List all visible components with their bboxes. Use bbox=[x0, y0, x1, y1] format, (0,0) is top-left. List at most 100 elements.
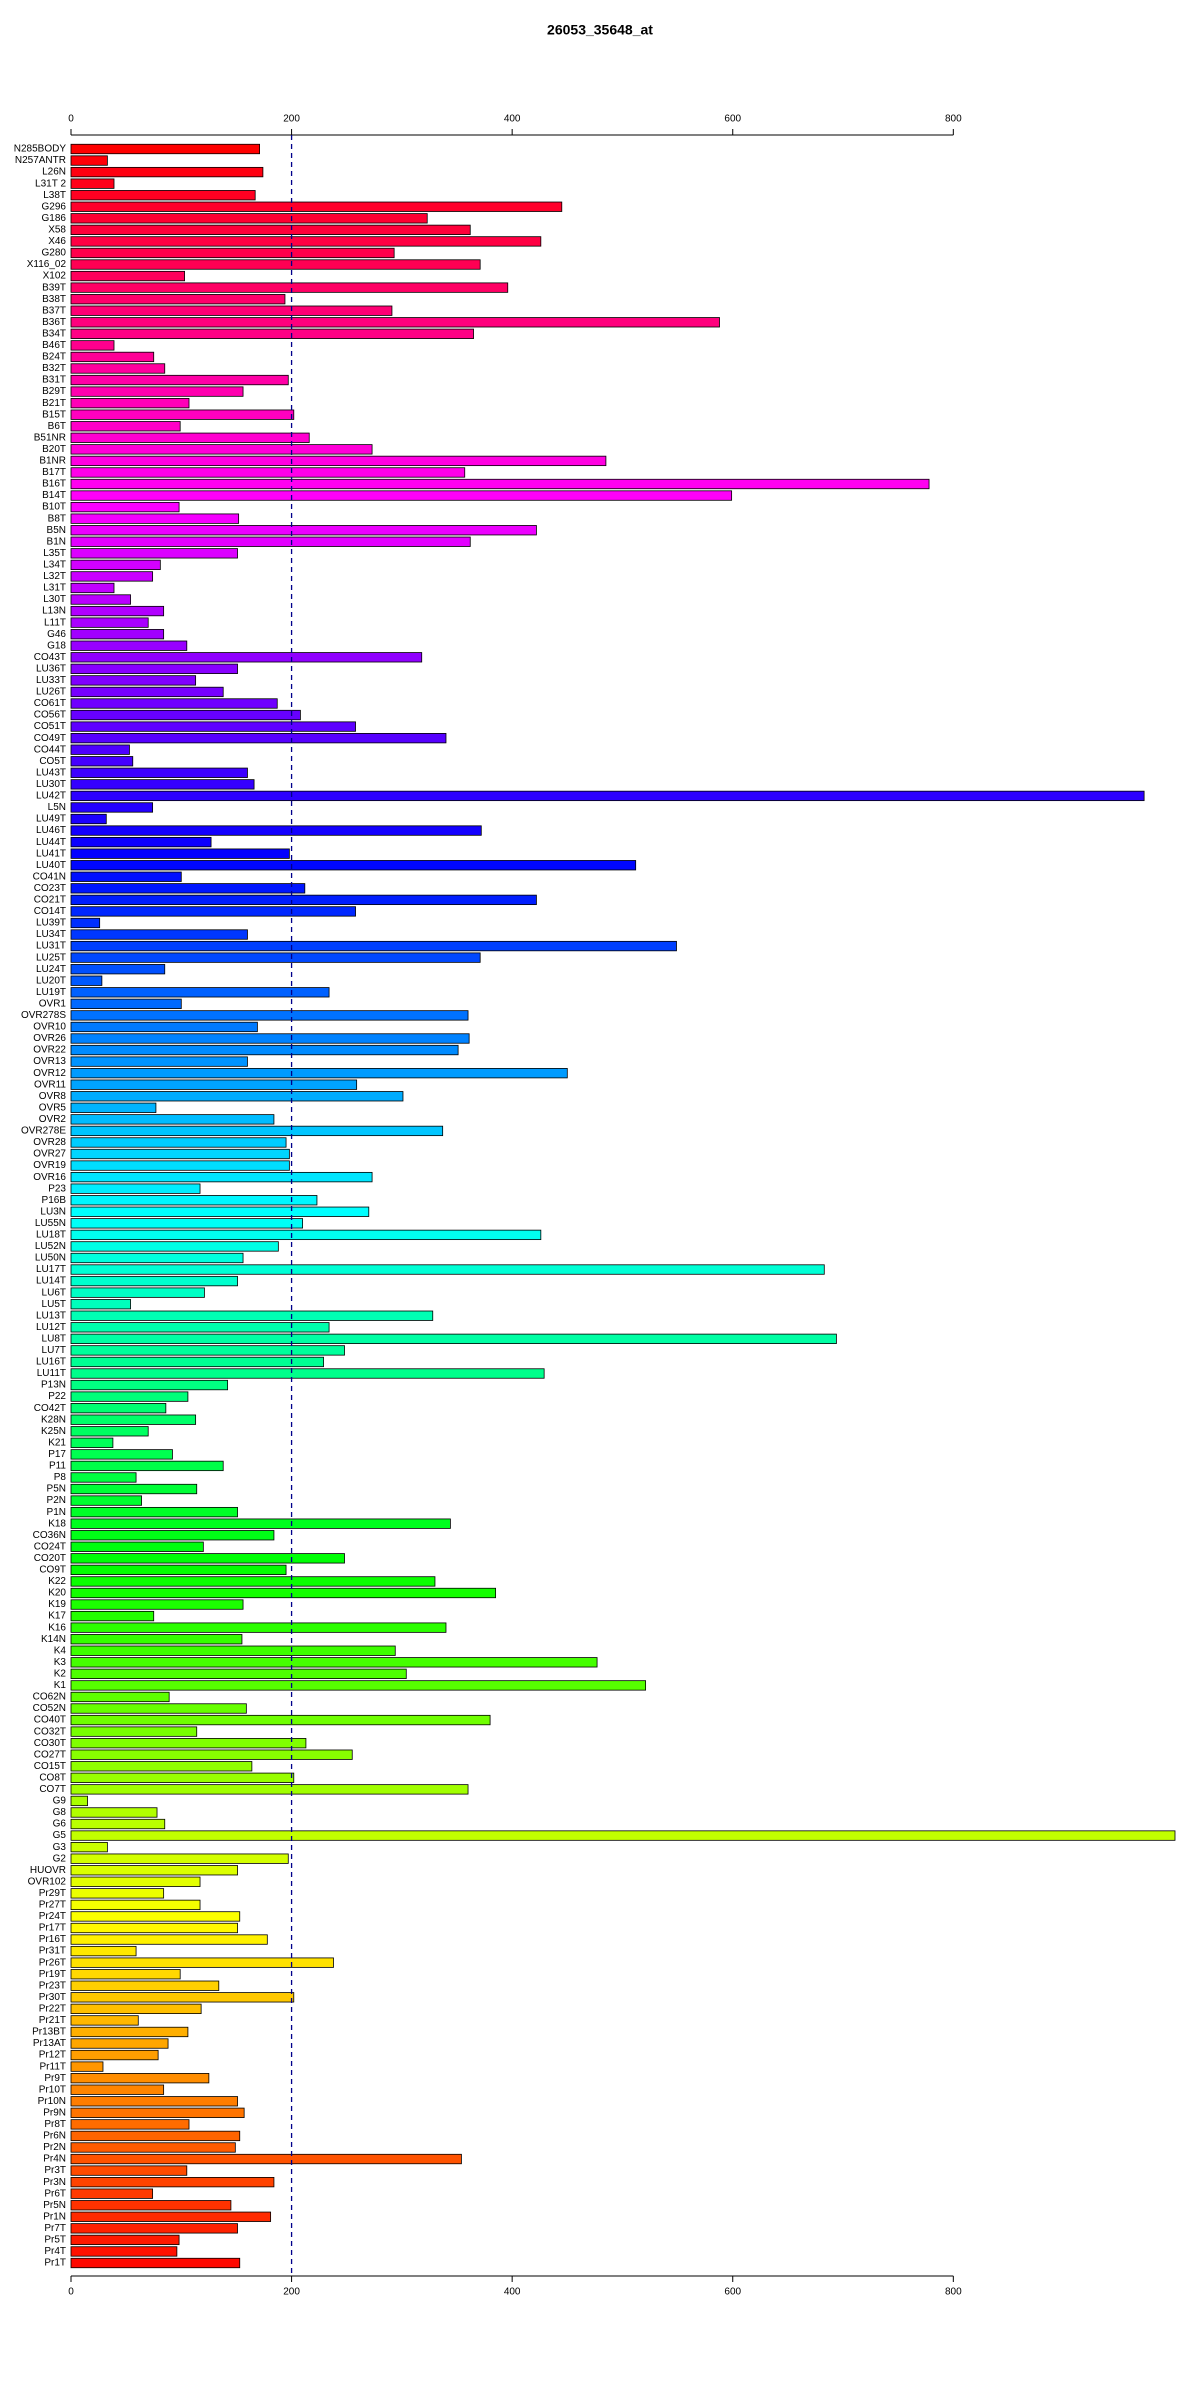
y-tick-label: LU52N bbox=[35, 1241, 66, 1252]
y-tick-label: Pr30T bbox=[39, 1992, 66, 2003]
bar bbox=[70, 1922, 238, 1934]
bar bbox=[70, 1657, 598, 1668]
y-tick-label: Pr1N bbox=[43, 2211, 66, 2222]
x-tick-label: 200 bbox=[283, 114, 300, 125]
bar bbox=[70, 987, 330, 998]
y-tick-label: LU7T bbox=[42, 1345, 66, 1356]
y-tick-label: Pr3T bbox=[44, 2165, 66, 2176]
y-tick-label: LU39T bbox=[36, 918, 66, 929]
y-tick-label: CO62N bbox=[33, 1692, 66, 1703]
bar bbox=[70, 1264, 825, 1275]
y-tick-label: LU8T bbox=[42, 1333, 66, 1344]
bar bbox=[70, 2234, 180, 2246]
x-tick-label: 600 bbox=[724, 114, 741, 125]
bar bbox=[70, 767, 248, 778]
bar bbox=[70, 1645, 396, 1656]
bar bbox=[70, 155, 108, 166]
bar bbox=[70, 1160, 290, 1171]
y-tick-label: G2 bbox=[53, 1853, 67, 1864]
y-tick-label: CO44T bbox=[34, 744, 66, 755]
bar bbox=[70, 1148, 290, 1160]
y-tick-label: K28N bbox=[41, 1414, 66, 1425]
y-tick-label: K14N bbox=[41, 1634, 66, 1645]
bar bbox=[70, 501, 180, 513]
bar bbox=[70, 848, 290, 859]
bar bbox=[70, 421, 181, 432]
y-tick-label: Pr31T bbox=[39, 1946, 66, 1957]
y-tick-label: Pr8T bbox=[44, 2119, 66, 2130]
y-tick-label: OVR1 bbox=[39, 998, 67, 1009]
bar bbox=[70, 617, 149, 628]
y-tick-label: OVR12 bbox=[33, 1068, 66, 1079]
y-tick-label: K4 bbox=[54, 1645, 67, 1656]
bar bbox=[70, 398, 190, 409]
y-tick-label: B8T bbox=[48, 513, 66, 524]
bar bbox=[70, 1530, 275, 1541]
bar bbox=[70, 1171, 373, 1183]
y-tick-label: Pr4T bbox=[44, 2246, 66, 2257]
y-tick-label: LU26T bbox=[36, 687, 66, 698]
bar bbox=[70, 340, 115, 351]
bar bbox=[70, 201, 563, 212]
bar bbox=[70, 236, 542, 247]
y-tick-label: LU49T bbox=[36, 814, 66, 825]
bar bbox=[70, 1195, 318, 1206]
y-tick-label: LU34T bbox=[36, 929, 66, 940]
y-tick-label: Pr1T bbox=[44, 2258, 66, 2269]
y-tick-label: L11T bbox=[44, 617, 66, 628]
y-tick-label: CO23T bbox=[34, 883, 66, 894]
y-tick-label: CO24T bbox=[34, 1541, 66, 1552]
bar bbox=[70, 513, 240, 524]
bar bbox=[70, 779, 255, 790]
y-tick-label: LU30T bbox=[36, 779, 66, 790]
y-tick-label: CO21T bbox=[34, 895, 66, 906]
bar bbox=[70, 1102, 157, 1113]
y-tick-label: LU5T bbox=[42, 1299, 66, 1310]
bar bbox=[70, 1356, 324, 1368]
bar bbox=[70, 247, 395, 259]
y-tick-label: G9 bbox=[53, 1796, 67, 1807]
y-tick-label: L30T bbox=[43, 594, 66, 605]
y-tick-label: B1NR bbox=[39, 456, 66, 467]
bar bbox=[70, 675, 197, 686]
bar bbox=[70, 998, 182, 1009]
bar bbox=[70, 825, 482, 836]
bar bbox=[70, 2107, 245, 2118]
bar bbox=[70, 2084, 165, 2095]
bar bbox=[70, 1010, 469, 1021]
bar bbox=[70, 1322, 330, 1333]
y-tick-label: L31T bbox=[43, 583, 66, 594]
bar bbox=[70, 386, 244, 397]
bar bbox=[70, 1287, 205, 1298]
y-tick-label: LU33T bbox=[36, 675, 66, 686]
bar bbox=[70, 721, 356, 732]
bar bbox=[70, 270, 185, 282]
bar bbox=[70, 952, 481, 963]
bar bbox=[70, 1183, 201, 1194]
y-tick-label: Pr3N bbox=[43, 2177, 66, 2188]
y-tick-label: L34T bbox=[43, 560, 66, 571]
bar bbox=[70, 1241, 279, 1252]
bar bbox=[70, 2096, 238, 2107]
y-tick-label: CO8T bbox=[39, 1772, 66, 1783]
bar bbox=[70, 883, 306, 894]
y-tick-label: Pr9T bbox=[44, 2073, 66, 2084]
y-tick-label: Pr6T bbox=[44, 2188, 66, 2199]
bar bbox=[70, 744, 130, 755]
y-tick-label: B31T bbox=[42, 375, 66, 386]
bar bbox=[70, 1564, 287, 1576]
y-tick-label: Pr5T bbox=[44, 2235, 66, 2246]
y-tick-label: CO32T bbox=[34, 1726, 66, 1737]
bar bbox=[70, 455, 607, 467]
y-tick-label: Pr17T bbox=[39, 1923, 66, 1934]
y-tick-label: P5N bbox=[47, 1484, 66, 1495]
x-tick-label: 0 bbox=[68, 114, 74, 125]
y-tick-label: G46 bbox=[47, 629, 66, 640]
y-tick-label: LU55N bbox=[35, 1218, 66, 1229]
bar bbox=[70, 1426, 149, 1437]
bar bbox=[70, 1541, 204, 1552]
bar bbox=[70, 2142, 236, 2153]
bar bbox=[70, 1899, 201, 1911]
x-tick-label: 400 bbox=[504, 2287, 521, 2298]
